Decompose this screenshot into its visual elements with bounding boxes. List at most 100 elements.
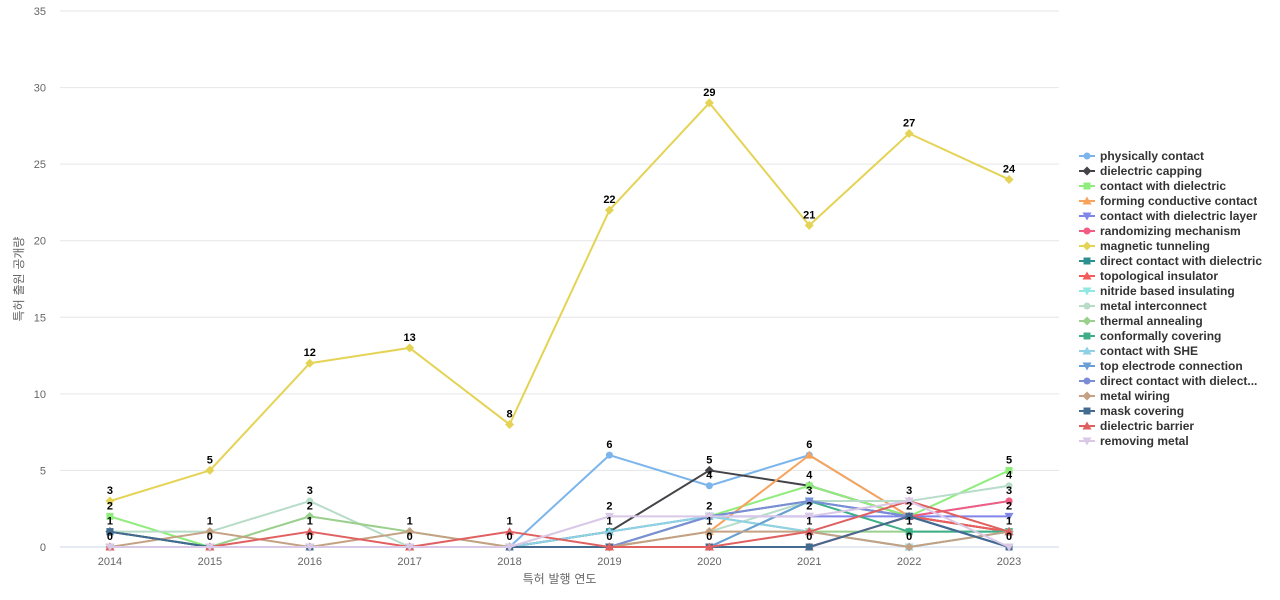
legend-item-direct-contact-with-dielectric[interactable]: direct contact with dielectric xyxy=(1078,253,1278,268)
data-point-magnetic-tunneling xyxy=(704,98,714,108)
data-label: 0 xyxy=(107,531,113,543)
data-point-metal-wiring xyxy=(405,527,415,537)
legend-item-physically-contact[interactable]: physically contact xyxy=(1078,148,1278,163)
legend-item-dielectric-capping[interactable]: dielectric capping xyxy=(1078,163,1278,178)
legend-item-thermal-annealing[interactable]: thermal annealing xyxy=(1078,313,1278,328)
x-tick-label: 2020 xyxy=(697,556,721,568)
data-label: 3 xyxy=(107,485,113,497)
data-label: 4 xyxy=(1006,470,1013,482)
data-label: 0 xyxy=(407,531,413,543)
legend-item-contact-with-dielectric-layer[interactable]: contact with dielectric layer xyxy=(1078,208,1278,223)
legend-marker xyxy=(1082,437,1092,445)
legend-symbol xyxy=(1079,241,1095,250)
data-point-mask-covering xyxy=(106,528,114,536)
data-label: 3 xyxy=(1006,485,1012,497)
data-point-metal-wiring xyxy=(904,542,914,552)
data-label: 13 xyxy=(404,332,416,344)
x-tick-label: 2019 xyxy=(597,556,621,568)
legend-item-direct-contact-with-dielect[interactable]: direct contact with dielect... xyxy=(1078,373,1278,388)
legend-symbol xyxy=(1079,227,1095,234)
x-tick-label: 2022 xyxy=(897,556,921,568)
legend-symbol xyxy=(1079,346,1095,354)
data-label: 12 xyxy=(304,347,316,359)
y-tick-label: 10 xyxy=(34,389,46,401)
legend-item-topological-insulator[interactable]: topological insulator xyxy=(1078,268,1278,283)
legend-symbol xyxy=(1079,271,1095,279)
y-tick-label: 5 xyxy=(40,465,46,477)
legend-marker xyxy=(1082,212,1092,220)
series-line-dielectric-barrier xyxy=(109,500,1010,548)
legend-item-contact-with-dielectric[interactable]: contact with dielectric xyxy=(1078,178,1278,193)
data-point-removing-metal xyxy=(604,512,614,521)
legend-item-nitride-based-insulating[interactable]: nitride based insulating xyxy=(1078,283,1278,298)
legend-item-dielectric-barrier[interactable]: dielectric barrier xyxy=(1078,418,1278,433)
data-label: 1 xyxy=(606,516,612,528)
legend-marker xyxy=(1082,271,1092,279)
legend-item-contact-with-she[interactable]: contact with SHE xyxy=(1078,343,1278,358)
legend-marker xyxy=(1083,302,1091,309)
x-tick-label: 2015 xyxy=(198,556,222,568)
legend-item-conformally-covering[interactable]: conformally covering xyxy=(1078,328,1278,343)
x-tick-label: 2023 xyxy=(997,556,1021,568)
legend-item-mask-covering[interactable]: mask covering xyxy=(1078,403,1278,418)
data-label: 1 xyxy=(407,516,413,528)
legend-item-metal-wiring[interactable]: metal wiring xyxy=(1078,388,1278,403)
legend-symbol xyxy=(1079,316,1095,325)
data-point-magnetic-tunneling xyxy=(105,496,115,506)
data-point-metal-wiring xyxy=(205,527,215,537)
legend-label: forming conductive contact xyxy=(1100,193,1258,208)
legend-symbol xyxy=(1079,302,1095,309)
data-label: 0 xyxy=(1006,531,1012,543)
legend-item-magnetic-tunneling[interactable]: magnetic tunneling xyxy=(1078,238,1278,253)
legend-label: direct contact with dielect... xyxy=(1100,373,1258,388)
data-point-magnetic-tunneling xyxy=(205,465,215,475)
legend-marker xyxy=(1082,166,1092,175)
legend-item-metal-interconnect[interactable]: metal interconnect xyxy=(1078,298,1278,313)
legend-label: physically contact xyxy=(1100,148,1205,163)
data-point-dielectric-barrier xyxy=(305,527,315,536)
data-point-removing-metal xyxy=(405,543,415,552)
data-label: 27 xyxy=(903,118,915,130)
data-label: 0 xyxy=(706,531,712,543)
data-label: 24 xyxy=(1003,163,1016,175)
legend-marker xyxy=(1083,407,1091,414)
series-line-magnetic-tunneling xyxy=(109,101,1010,503)
data-point-dielectric-capping xyxy=(704,465,714,475)
legend-label: contact with SHE xyxy=(1100,343,1199,358)
legend-symbol xyxy=(1079,152,1095,159)
legend-item-forming-conductive-contact[interactable]: forming conductive contact xyxy=(1078,193,1278,208)
legend-symbol xyxy=(1079,166,1095,175)
data-point-physically-contact xyxy=(705,482,713,490)
legend-item-randomizing-mechanism[interactable]: randomizing mechanism xyxy=(1078,223,1278,238)
data-point-dielectric-barrier xyxy=(505,527,515,536)
legend-symbol xyxy=(1079,362,1095,370)
legend-symbol xyxy=(1079,377,1095,384)
data-label: 5 xyxy=(207,454,213,466)
data-label: 0 xyxy=(606,531,612,543)
legend-marker xyxy=(1082,196,1092,204)
data-label: 4 xyxy=(706,470,713,482)
legend-label: thermal annealing xyxy=(1100,313,1203,328)
legend-item-top-electrode-connection[interactable]: top electrode connection xyxy=(1078,358,1278,373)
data-point-physically-contact xyxy=(605,451,613,459)
data-label: 4 xyxy=(806,470,813,482)
data-label: 1 xyxy=(307,516,313,528)
data-label: 1 xyxy=(207,516,213,528)
data-label: 22 xyxy=(603,194,615,206)
data-label: 3 xyxy=(906,485,912,497)
legend-label: dielectric capping xyxy=(1100,163,1203,178)
data-point-magnetic-tunneling xyxy=(505,419,515,429)
legend: physically contact dielectric capping cont… xyxy=(1078,148,1278,448)
data-point-removing-metal xyxy=(505,543,515,552)
data-label: 2 xyxy=(606,500,612,512)
legend-symbol xyxy=(1079,421,1095,429)
x-tick-label: 2014 xyxy=(98,556,122,568)
data-point-magnetic-tunneling xyxy=(405,343,415,353)
data-point-contact-with-dielectric-layer xyxy=(1004,512,1014,521)
legend-label: dielectric barrier xyxy=(1100,418,1195,433)
legend-marker xyxy=(1083,152,1091,159)
legend-marker xyxy=(1082,241,1092,250)
legend-item-removing-metal[interactable]: removing metal xyxy=(1078,433,1278,448)
data-point-removing-metal xyxy=(105,543,115,552)
